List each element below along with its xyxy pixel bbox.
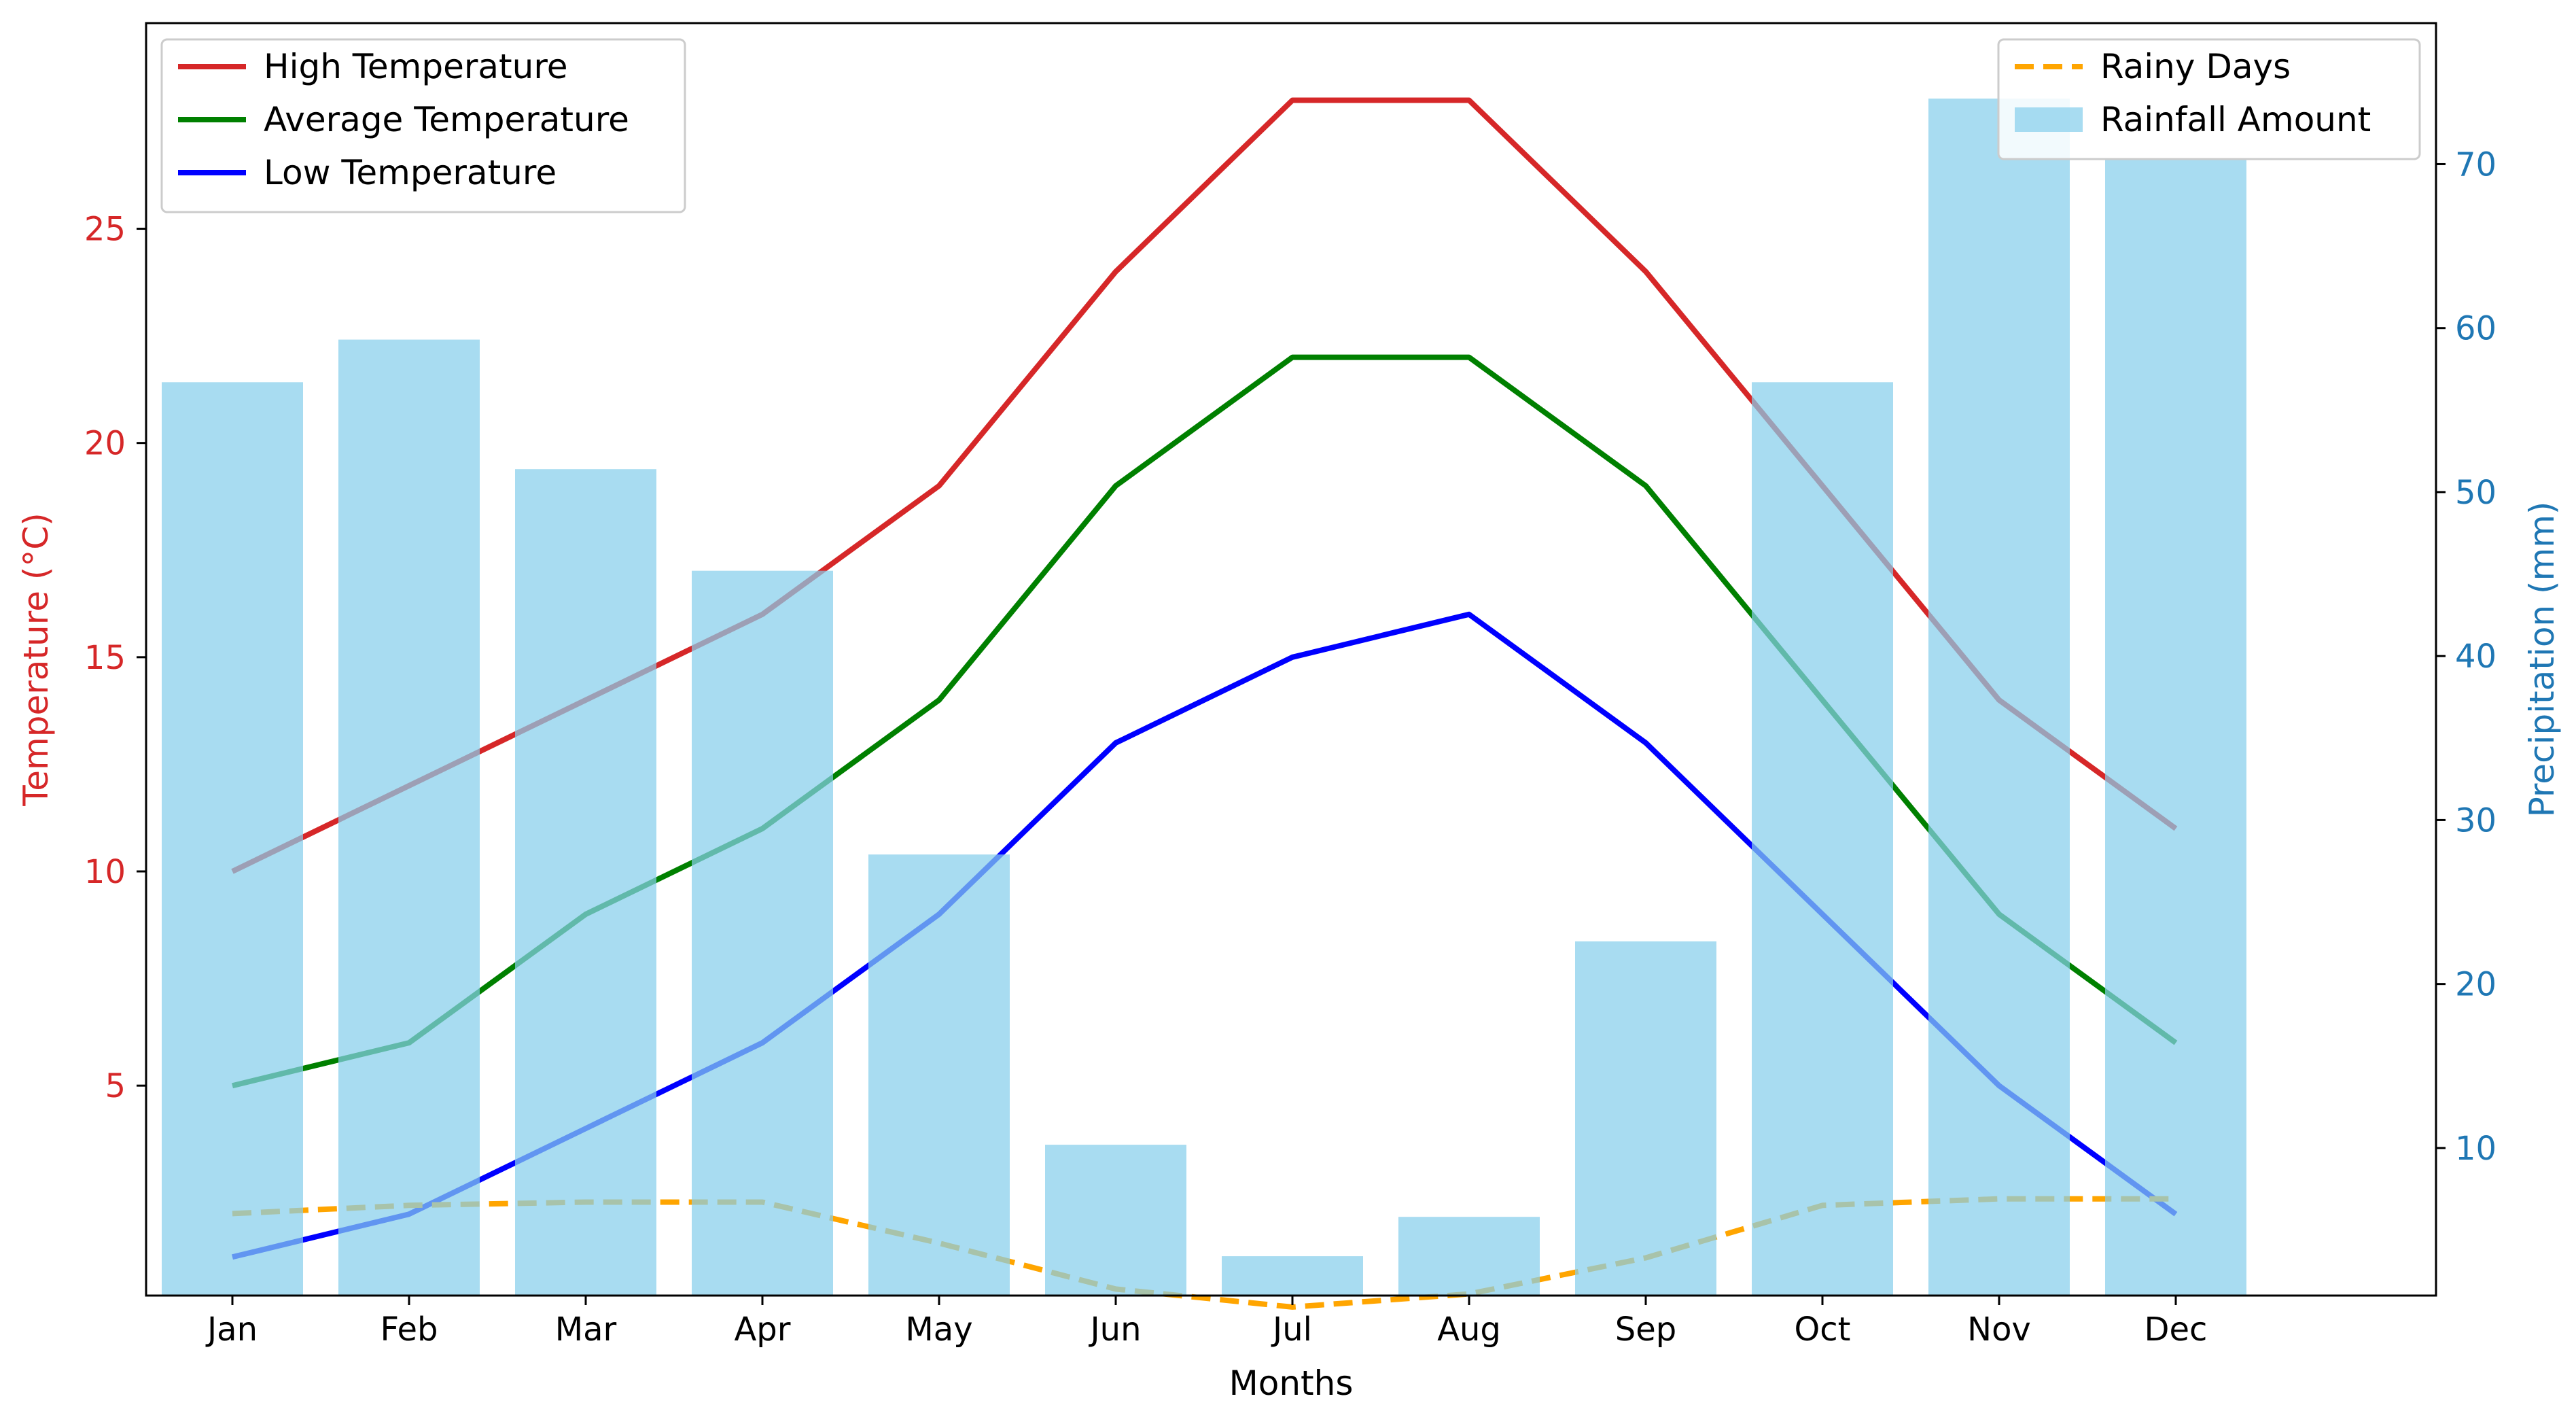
legend-swatch [2015, 107, 2083, 132]
x-axis-label: Months [1229, 1364, 1354, 1403]
y-right-tick-label: 30 [2455, 801, 2496, 839]
y-right-tick-label: 10 [2455, 1130, 2496, 1168]
y-axis-left: 5 10 15 20 25 [84, 211, 146, 1105]
bar-rainfall-apr [692, 570, 833, 1296]
legend-box [160, 38, 686, 213]
x-tick-label: Feb [381, 1311, 438, 1349]
x-tick-label: Dec [2145, 1311, 2208, 1349]
legend-label: Rainy Days [2100, 47, 2291, 86]
legend-label: Low Temperature [264, 153, 557, 192]
y-right-tick-label: 20 [2455, 966, 2496, 1004]
bar-rainfall-jan [162, 382, 303, 1296]
x-tick-label: Aug [1437, 1311, 1501, 1349]
bar-rainfall-sep [1575, 941, 1716, 1296]
y-left-tick-label: 25 [84, 211, 126, 249]
bar-rainfall-jul [1222, 1256, 1363, 1296]
legend-label: Rainfall Amount [2100, 100, 2371, 139]
x-tick-label: May [905, 1311, 972, 1349]
x-tick-label: Apr [734, 1311, 790, 1349]
bar-rainfall-nov [1928, 99, 2070, 1296]
y-left-tick-label: 5 [105, 1067, 126, 1105]
y-axis-right-label: Precipitation (mm) [2522, 502, 2562, 818]
y-left-tick-label: 15 [84, 639, 126, 677]
legend-box [1997, 38, 2421, 160]
x-tick-label: Nov [1967, 1311, 2031, 1349]
x-tick-label: Mar [555, 1311, 617, 1349]
legend-precipitation: Rainy Days Rainfall Amount [1997, 38, 2421, 160]
y-right-tick-label: 60 [2455, 310, 2496, 348]
bar-rainfall-feb [338, 339, 480, 1296]
plot-frame [145, 22, 2437, 1297]
bar-rainfall-may [868, 854, 1010, 1296]
y-right-tick-label: 70 [2455, 145, 2496, 184]
y-right-tick-label: 40 [2455, 638, 2496, 676]
y-left-tick-label: 20 [84, 425, 126, 463]
legend-label: Average Temperature [264, 100, 629, 139]
rainfall-bars [162, 99, 2246, 1296]
x-tick-label: Jan [205, 1311, 258, 1349]
legend-temperatures: High Temperature Average Temperature Low T… [160, 38, 686, 213]
y-left-tick-label: 10 [84, 853, 126, 891]
bar-rainfall-jun [1045, 1145, 1186, 1296]
x-tick-label: Oct [1795, 1311, 1851, 1349]
legend-label: High Temperature [264, 47, 568, 86]
bar-rainfall-dec [2105, 159, 2246, 1296]
x-tick-label: Jun [1089, 1311, 1142, 1349]
y-axis-left-label: Temperature (°C) [16, 513, 56, 807]
bar-rainfall-mar [515, 469, 656, 1296]
bar-rainfall-aug [1398, 1217, 1540, 1296]
bar-rainfall-oct [1752, 382, 1893, 1296]
y-axis-right: 10 20 30 40 50 60 70 [2436, 145, 2496, 1168]
x-tick-label: Sep [1615, 1311, 1676, 1349]
x-axis: Jan Feb Mar Apr May Jun Jul Aug Sep Oct Nov Dec [205, 1296, 2207, 1349]
x-tick-label: Jul [1271, 1311, 1312, 1349]
y-right-tick-label: 50 [2455, 474, 2496, 512]
